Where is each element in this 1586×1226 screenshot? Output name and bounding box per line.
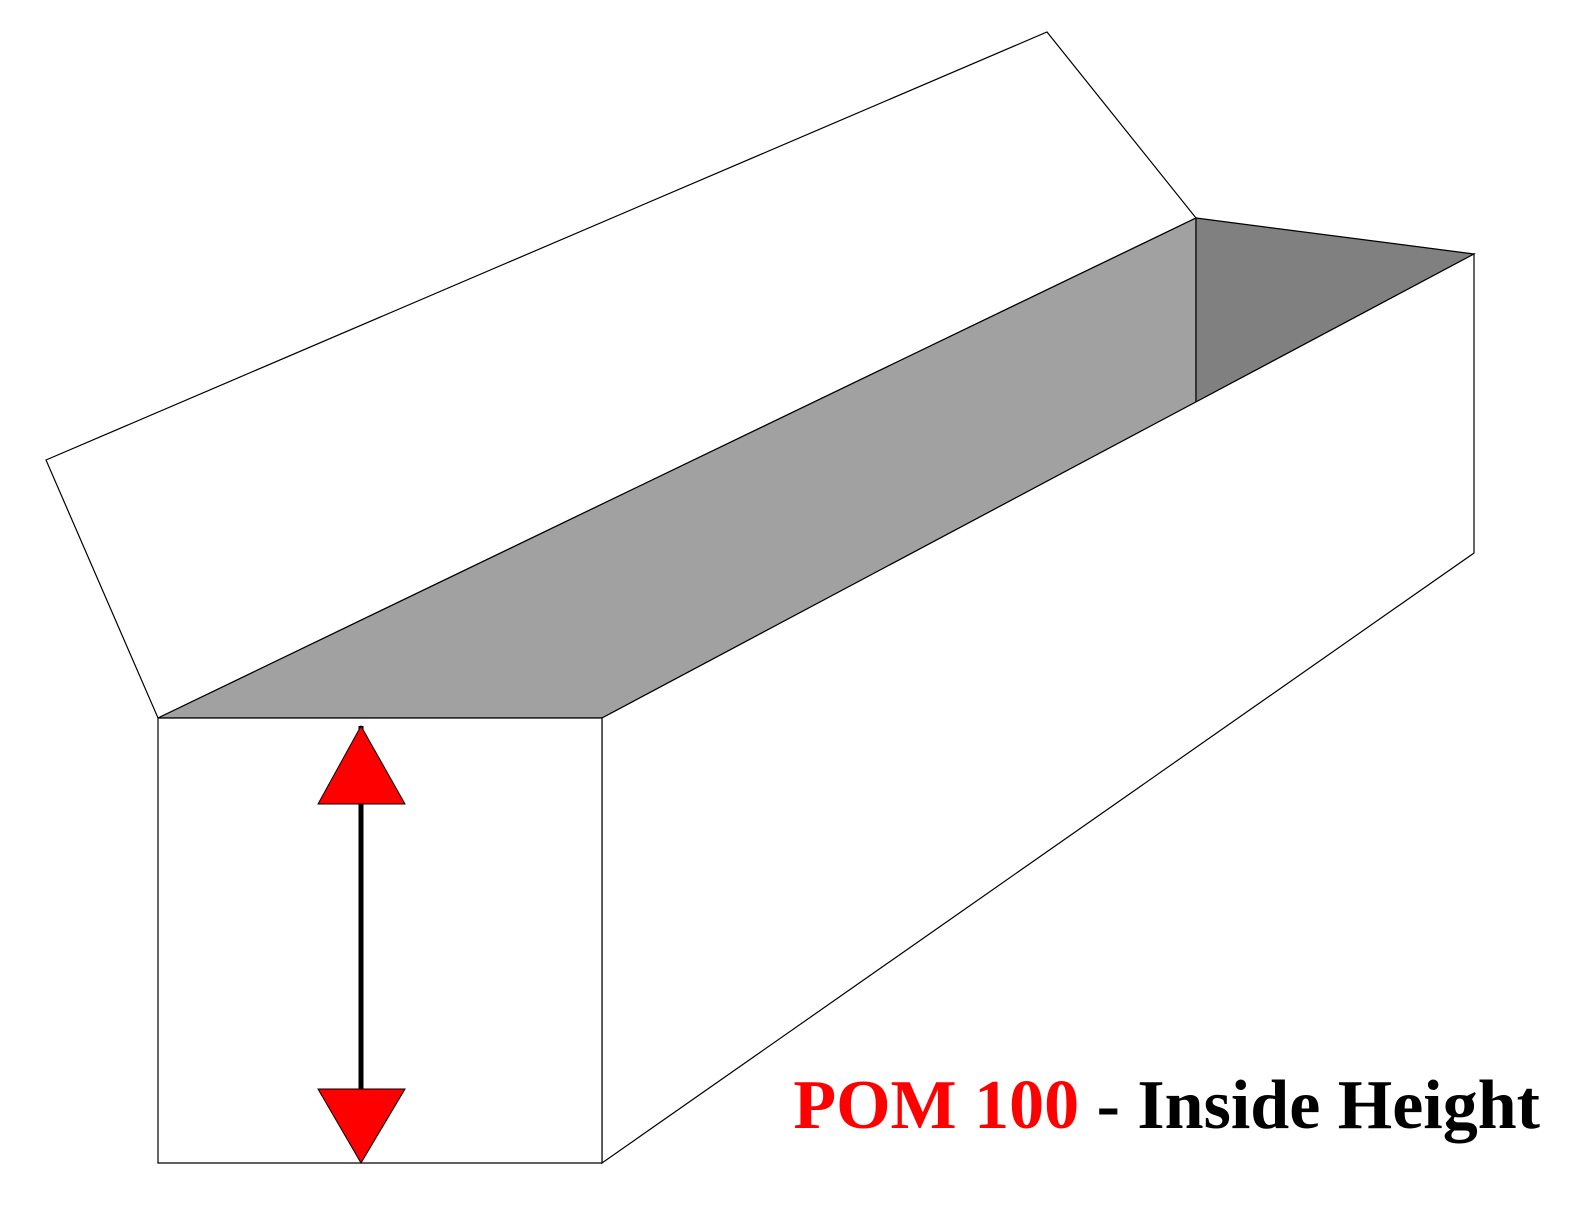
caption-description: Inside Height bbox=[1137, 1067, 1540, 1144]
diagram-caption: POM 100 - Inside Height bbox=[793, 1067, 1540, 1144]
caption-code: POM 100 bbox=[793, 1067, 1079, 1144]
front-end-face bbox=[157, 717, 603, 1164]
arrowhead-down bbox=[317, 1088, 406, 1164]
caption-separator: - bbox=[1079, 1067, 1137, 1144]
double-headed-vertical-arrow-icon bbox=[317, 724, 406, 1164]
arrowhead-up bbox=[317, 724, 406, 805]
